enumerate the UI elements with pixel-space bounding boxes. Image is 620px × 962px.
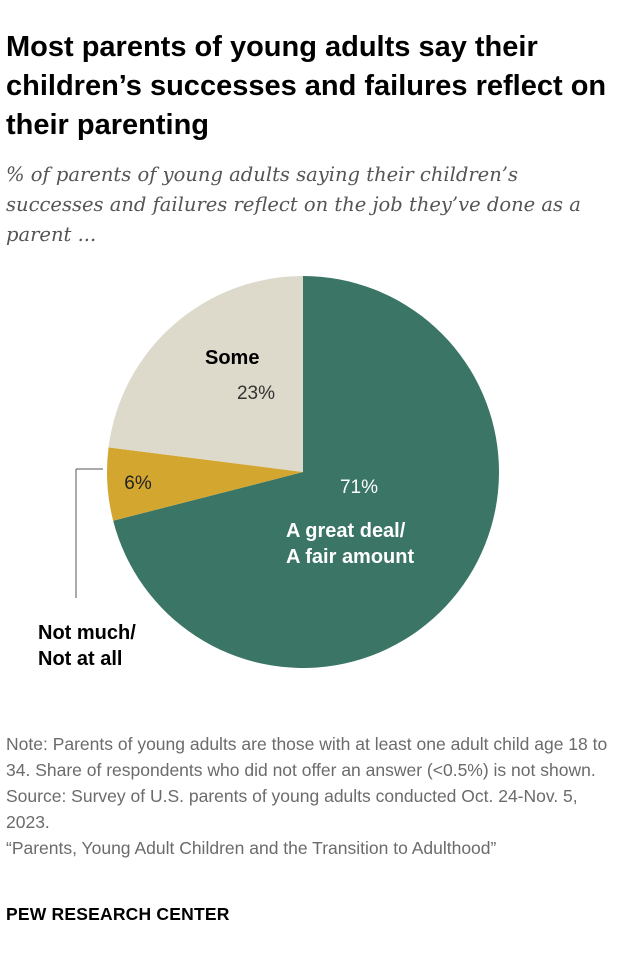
pie-slices [107,276,500,668]
note-text: Note: Parents of young adults are those … [6,734,608,780]
pie-slice [113,276,500,668]
slice-category-label: A fair amount [286,546,414,568]
slice-value-label: 6% [124,473,152,494]
chart-subtitle: % of parents of young adults saying thei… [6,163,581,246]
footnotes: Note: Parents of young adults are those … [6,731,616,861]
slice-category-label: Not at all [38,648,122,670]
slice-value-label: 23% [237,383,275,404]
pie-slice [107,447,304,521]
chart-title: Most parents of young adults say their c… [6,31,607,141]
slice-value-label: 71% [340,477,378,498]
pie-labels: 71% A great deal/A fair amount 6% Not much/… [38,347,414,670]
brand-logo-text: PEW RESEARCH CENTER [6,904,230,924]
slice-category-label: Some [205,347,259,369]
pie-slice [108,276,303,472]
slice-category-label: A great deal/ [286,520,406,542]
pie-chart: 71% A great deal/A fair amount 6% Not much/… [38,276,500,670]
source-text: Source: Survey of U.S. parents of young … [6,786,578,832]
slice-category-label: Not much/ [38,622,136,644]
report-title: “Parents, Young Adult Children and the T… [6,838,497,858]
